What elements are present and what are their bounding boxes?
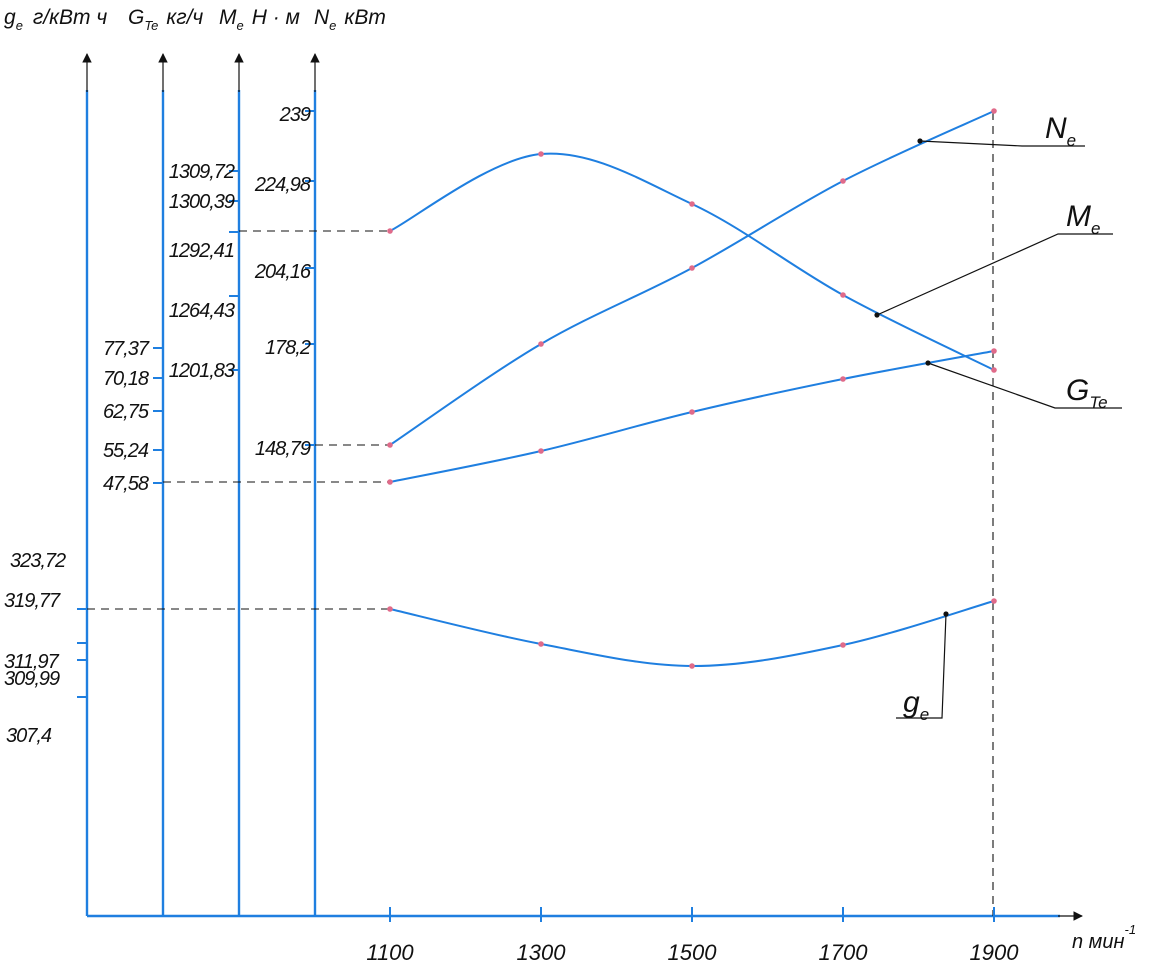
me-point (991, 367, 997, 373)
axis-headers: ge г/кВт ч GTe кг/ч Me Н · м Ne кВт (4, 6, 386, 33)
ge-curve (389, 600, 995, 668)
ne-tick-label: 239 (279, 104, 311, 126)
me-point (538, 151, 544, 157)
curve-labels: Ne Me GTe ge (876, 112, 1122, 724)
ne-tick-label: 204,16 (254, 261, 312, 283)
me-curve (389, 152, 995, 371)
ge-point (689, 663, 695, 669)
ge-curve-label: ge (903, 686, 929, 724)
me-point (840, 292, 846, 298)
ne-point (538, 341, 544, 347)
gte-tick-label: 47,58 (103, 473, 149, 495)
gte-point (840, 376, 846, 382)
me-header: Me Н · м (219, 6, 300, 33)
me-tick-label: 1201,83 (169, 360, 235, 382)
ge-point (840, 642, 846, 648)
ge-leader (896, 613, 947, 719)
ne-header: Ne кВт (314, 6, 386, 33)
ge-tick-label: 323,72 (10, 550, 66, 572)
gte-point (538, 448, 544, 454)
ne-curve-label: Ne (1045, 112, 1076, 150)
gte-point (689, 409, 695, 415)
gte-curve (389, 350, 995, 483)
ne-point (689, 265, 695, 271)
ne-point (991, 108, 997, 114)
gte-leader (927, 362, 1122, 409)
x-tick-label: 1700 (819, 940, 869, 965)
x-axis-label: n мин-1 (1072, 922, 1136, 953)
ge-tick-label: 309,99 (4, 668, 60, 690)
me-leader (876, 233, 1113, 316)
ge-header: ge г/кВт ч (4, 6, 107, 33)
me-point (387, 228, 393, 234)
ne-point (840, 178, 846, 184)
me-tick-label: 1292,41 (169, 240, 234, 262)
gte-tick-label: 70,18 (103, 368, 149, 390)
me-tick-label: 1300,39 (169, 191, 235, 213)
ge-point (538, 641, 544, 647)
x-tick-label: 1900 (970, 940, 1020, 965)
ne-curve (389, 110, 995, 446)
ne-tick-label: 224,98 (254, 174, 311, 196)
me-tick-label: 1309,72 (169, 161, 235, 183)
ge-tick-label: 319,77 (4, 590, 61, 612)
x-tick-label: 1300 (517, 940, 567, 965)
gte-curve-label: GTe (1066, 374, 1108, 412)
gte-tick-label: 77,37 (103, 338, 150, 360)
x-tick-label: 1500 (668, 940, 718, 965)
gte-tick-label: 62,75 (103, 401, 150, 423)
ge-tick-label: 307,4 (6, 725, 52, 747)
me-tick-label: 1264,43 (169, 300, 235, 322)
ne-tick-label: 178,2 (265, 337, 311, 359)
ge-point (387, 606, 393, 612)
ge-tick-label: 311,97 (4, 651, 60, 673)
ne-tick-label: 148,79 (255, 438, 311, 460)
me-curve-label: Me (1066, 200, 1100, 238)
gte-header: GTe кг/ч (128, 6, 203, 33)
ge-point (991, 598, 997, 604)
me-point (689, 201, 695, 207)
gte-point (387, 479, 393, 485)
x-tick-label: 1100 (366, 940, 414, 965)
gte-point (991, 348, 997, 354)
ne-point (387, 442, 393, 448)
ne-leader (919, 140, 1085, 147)
gte-tick-label: 55,24 (103, 440, 149, 462)
